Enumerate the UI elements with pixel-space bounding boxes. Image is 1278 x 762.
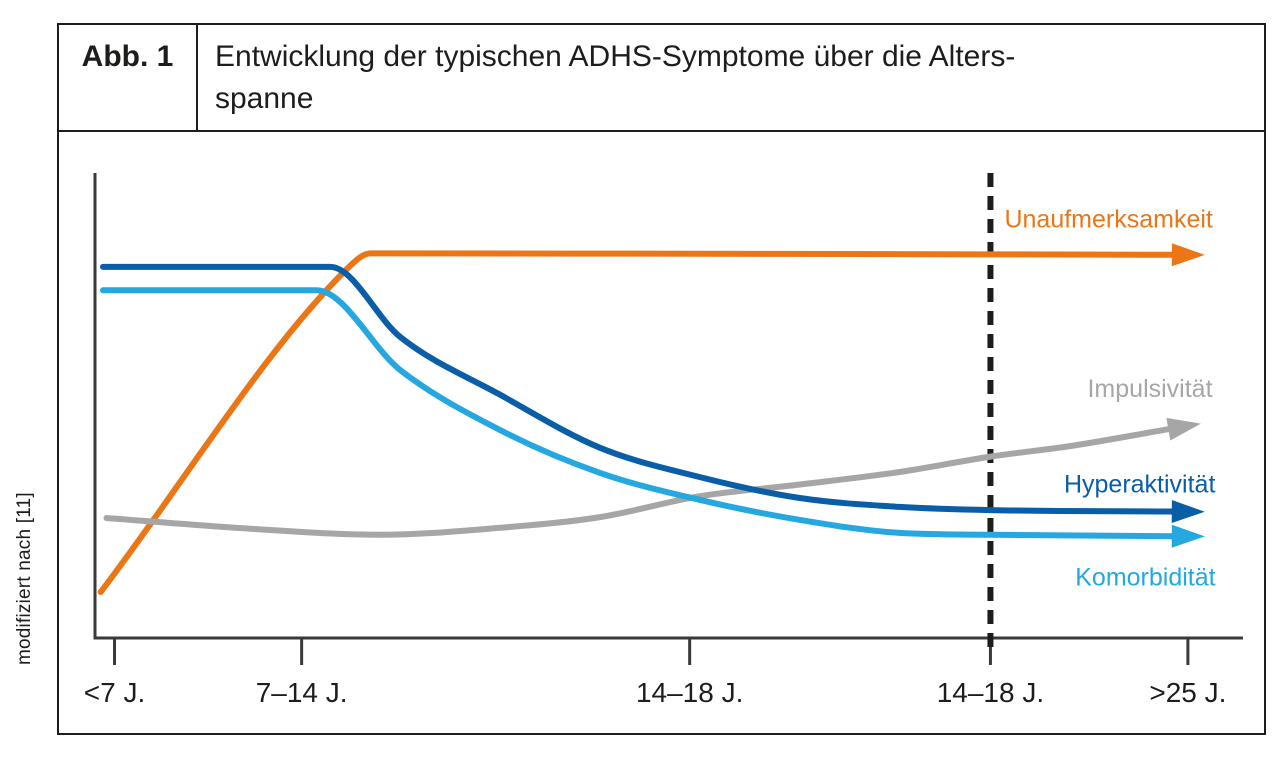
series-line-hyperaktivit-t bbox=[100, 263, 1175, 515]
x-tick-label: 14–18 J. bbox=[636, 677, 743, 708]
series-label-komorbidit-t: Komorbidität bbox=[1075, 564, 1215, 592]
x-tick-label: >25 J. bbox=[1149, 677, 1226, 708]
series-label-unaufmerksamkeit: Unaufmerksamkeit bbox=[1004, 206, 1212, 234]
series-label-impulsivit-t: Impulsivität bbox=[1087, 375, 1212, 403]
x-tick-label: 14–18 J. bbox=[937, 677, 1044, 708]
series-arrowhead-unaufmerksamkeit bbox=[1171, 243, 1205, 267]
figure-title-line1: Entwicklung der typischen ADHS-Symptome … bbox=[215, 40, 1016, 73]
figure-title: Entwicklung der typischen ADHS-Symptome … bbox=[198, 25, 1264, 130]
source-note: modifiziert nach [11] bbox=[14, 492, 35, 665]
series-line-unaufmerksamkeit bbox=[97, 250, 1175, 595]
series-arrowhead-komorbidit-t bbox=[1171, 524, 1205, 548]
chart-area: <7 J. 7–14 J. 14–18 J. 14–18 J. >25 J. Unaufm… bbox=[59, 132, 1264, 733]
figure-title-line2: spanne bbox=[215, 82, 314, 115]
series-arrowhead-hyperaktivit-t bbox=[1171, 500, 1205, 523]
series-line-komorbidit-t bbox=[100, 287, 1175, 540]
figure-box: Abb. 1 Entwicklung der typischen ADHS-Sy… bbox=[57, 23, 1266, 735]
x-tick-label: 7–14 J. bbox=[256, 677, 348, 708]
series-arrowhead-impulsivit-t bbox=[1166, 417, 1201, 441]
series-label-hyperaktivit-t: Hyperaktivität bbox=[1064, 471, 1215, 499]
chart-canvas: <7 J. 7–14 J. 14–18 J. 14–18 J. >25 J. Unaufm… bbox=[84, 173, 1243, 708]
figure-header: Abb. 1 Entwicklung der typischen ADHS-Sy… bbox=[59, 25, 1264, 132]
figure-label: Abb. 1 bbox=[59, 25, 198, 130]
x-tick-label: <7 J. bbox=[84, 677, 145, 708]
